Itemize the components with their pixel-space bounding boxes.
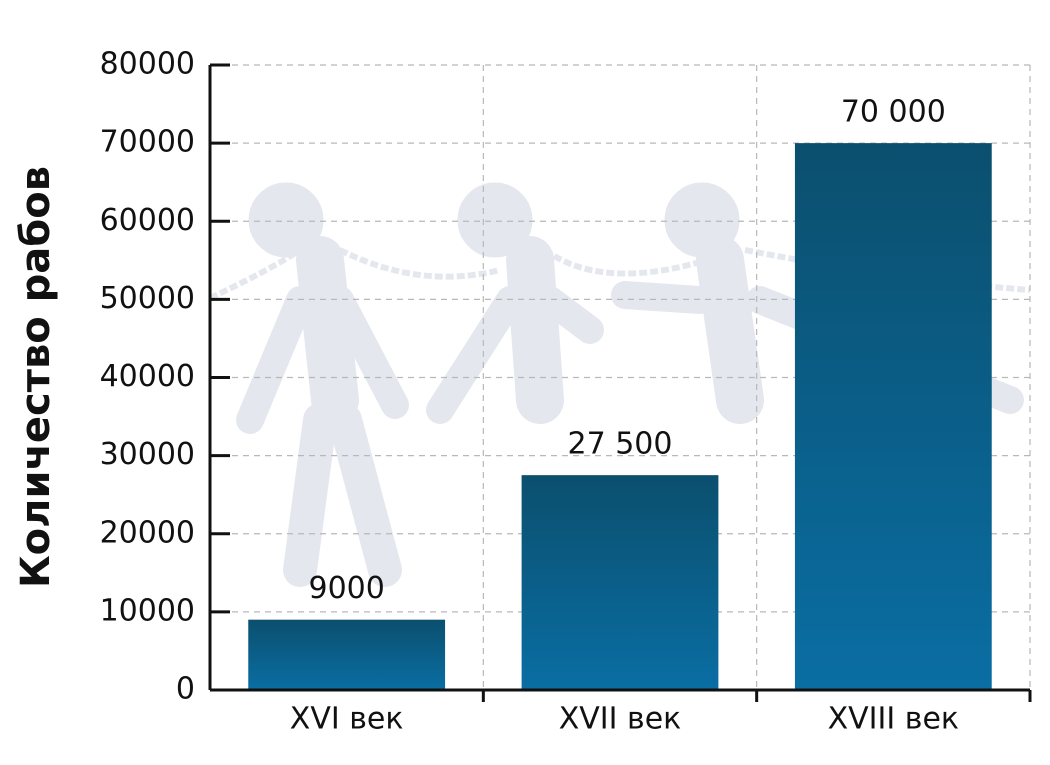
y-tick-label: 10000 [100,593,195,628]
x-tick-label: XVIII век [828,702,959,737]
y-tick-label: 20000 [100,515,195,550]
y-tick-label: 80000 [100,47,195,82]
y-tick-label: 0 [176,672,195,707]
bar [794,143,992,690]
bar [521,475,719,690]
x-tick-label: XVI век [290,702,404,737]
y-axis-label: Количество рабов [13,166,59,588]
bar [248,619,446,690]
y-tick-label: 50000 [100,281,195,316]
y-tick-label: 70000 [100,125,195,160]
value-label: 9000 [308,571,384,606]
background-figures [208,182,1031,587]
y-tick-label: 40000 [100,359,195,394]
y-tick-label: 30000 [100,437,195,472]
value-label: 70 000 [841,95,946,130]
value-label: 27 500 [568,427,673,462]
y-tick-label: 60000 [100,203,195,238]
x-tick-label: XVII век [559,702,682,737]
